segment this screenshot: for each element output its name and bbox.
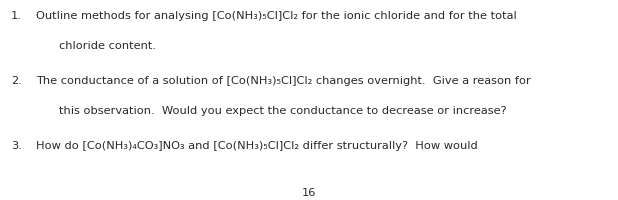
Text: The conductance of a solution of [Co(NH₃)₅Cl]Cl₂ changes overnight.  Give a reas: The conductance of a solution of [Co(NH₃…	[36, 76, 531, 86]
Text: 3.: 3.	[11, 141, 22, 151]
Text: 16: 16	[302, 188, 316, 198]
Text: chloride content.: chloride content.	[59, 41, 156, 51]
Text: How do [Co(NH₃)₄CO₃]NO₃ and [Co(NH₃)₅Cl]Cl₂ differ structurally?  How would: How do [Co(NH₃)₄CO₃]NO₃ and [Co(NH₃)₅Cl]…	[36, 141, 478, 151]
Text: 2.: 2.	[11, 76, 22, 86]
Text: 1.: 1.	[11, 11, 22, 21]
Text: this observation.  Would you expect the conductance to decrease or increase?: this observation. Would you expect the c…	[59, 106, 506, 116]
Text: Outline methods for analysing [Co(NH₃)₅Cl]Cl₂ for the ionic chloride and for the: Outline methods for analysing [Co(NH₃)₅C…	[36, 11, 517, 21]
